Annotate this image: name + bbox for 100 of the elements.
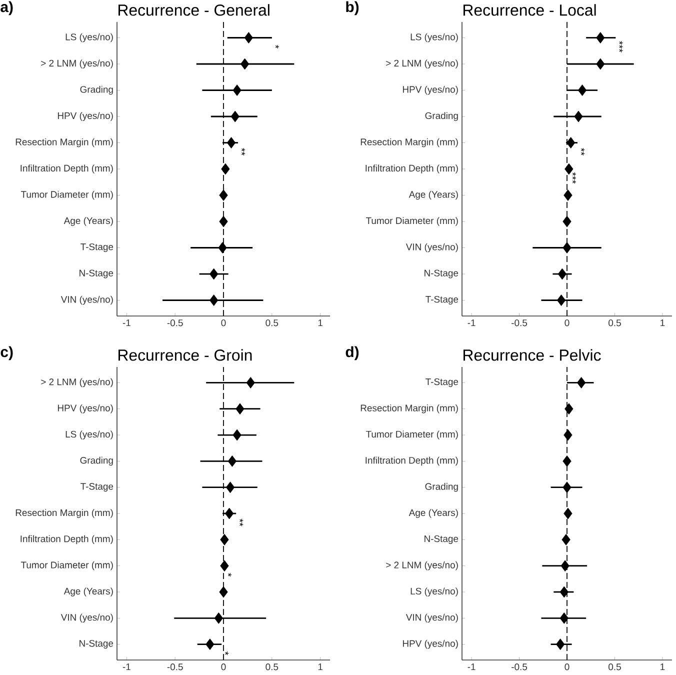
text: c) — [0, 346, 13, 360]
point — [562, 455, 572, 467]
y-tick-label: Resection Margin (mm) — [16, 138, 113, 148]
x-tick-label: 0 — [564, 664, 570, 670]
x-tick-label: 1 — [660, 320, 665, 326]
y-tick-label: Tumor Diameter (mm) — [20, 561, 113, 570]
data-label: * — [225, 652, 229, 656]
y-tick-label: LS (yes/no) — [410, 33, 458, 42]
y-tick-label: VIN (yes/no) — [60, 614, 113, 623]
point — [566, 137, 576, 148]
y-tick-label: > 2 LNM (yes/no) — [386, 561, 458, 570]
point — [574, 110, 583, 122]
point — [558, 268, 567, 280]
x-tick-label: -0.5 — [512, 320, 528, 326]
data-label: ** — [581, 148, 585, 156]
point — [564, 429, 572, 441]
chart-title: Recurrence - Local — [464, 4, 596, 16]
point — [560, 586, 568, 598]
chart-title: Recurrence - Groin — [118, 349, 252, 361]
point — [556, 638, 565, 650]
y-tick-label: HPV (yes/no) — [402, 86, 458, 95]
point — [564, 190, 572, 201]
x-tick-label: 0.5 — [608, 320, 621, 326]
y-tick-label: VIN (yes/no) — [406, 243, 458, 252]
y-tick-label: Infiltration Depth (mm) — [20, 164, 113, 174]
y-tick-label: N-Stage — [424, 535, 458, 544]
point — [220, 534, 229, 546]
point — [230, 110, 240, 122]
point — [232, 84, 242, 96]
y-tick-label: Infiltration Depth (mm) — [20, 535, 113, 544]
point — [226, 137, 236, 148]
point — [578, 84, 587, 96]
data-label: ** — [242, 148, 246, 156]
point — [220, 560, 229, 572]
x-tick-label: -0.5 — [167, 664, 183, 670]
y-tick-label: LS (yes/no) — [410, 588, 458, 596]
point — [246, 376, 255, 388]
point — [560, 612, 568, 624]
y-tick-label: Infiltration Depth (mm) — [366, 164, 458, 174]
point — [577, 376, 586, 388]
point — [219, 216, 228, 228]
y-tick-label: Age (Years) — [64, 217, 113, 226]
y-tick-label: Tumor Diameter (mm) — [366, 430, 458, 440]
point — [564, 163, 574, 175]
x-tick-label: 0 — [221, 320, 226, 326]
x-tick-label: 1 — [318, 320, 322, 326]
point — [596, 58, 605, 70]
text: a) — [0, 1, 13, 16]
x-tick-label: 0 — [221, 664, 226, 670]
y-tick-label: T-Stage — [80, 243, 114, 252]
y-tick-label: HPV (yes/no) — [58, 404, 113, 414]
y-tick-label: Age (Years) — [408, 190, 458, 200]
x-tick-label: 1 — [660, 664, 665, 670]
y-tick-label: N-Stage — [80, 640, 114, 649]
y-tick-label: Tumor Diameter (mm) — [20, 190, 113, 200]
y-tick-label: HPV (yes/no) — [402, 640, 458, 649]
point — [560, 560, 570, 572]
point — [244, 32, 253, 44]
x-tick-label: -1 — [468, 320, 476, 326]
x-tick-label: -1 — [468, 664, 476, 670]
y-tick-label: T-Stage — [80, 483, 114, 492]
point — [562, 242, 572, 254]
y-tick-label: Grading — [80, 456, 113, 466]
x-tick-label: 0 — [564, 320, 570, 326]
x-tick-label: -1 — [122, 664, 130, 670]
point — [556, 294, 566, 306]
point — [226, 482, 235, 494]
point — [224, 508, 234, 520]
x-tick-label: -0.5 — [167, 320, 183, 326]
y-tick-label: LS (yes/no) — [66, 33, 113, 42]
data-label: *** — [572, 172, 576, 184]
y-tick-label: LS (yes/no) — [66, 430, 113, 440]
data-label: * — [228, 573, 232, 577]
point — [240, 58, 250, 70]
point — [596, 32, 605, 44]
y-tick-label: T-Stage — [426, 378, 458, 387]
y-tick-label: Tumor Diameter (mm) — [366, 217, 458, 226]
y-tick-label: VIN (yes/no) — [60, 296, 113, 305]
chart-title: Recurrence - Pelvic — [464, 349, 601, 361]
y-tick-label: Age (Years) — [408, 509, 458, 518]
text: d) — [346, 346, 359, 360]
y-tick-label: N-Stage — [424, 270, 458, 278]
data-label: *** — [619, 41, 623, 52]
y-tick-label: T-Stage — [426, 296, 458, 305]
point — [228, 455, 237, 467]
y-tick-label: Grading — [425, 112, 458, 121]
y-tick-label: Age (Years) — [64, 588, 113, 596]
x-tick-label: 0.5 — [608, 664, 621, 670]
data-label: * — [275, 44, 279, 49]
point — [219, 190, 228, 201]
point — [564, 508, 572, 520]
y-tick-label: Grading — [425, 482, 458, 492]
point — [564, 403, 574, 415]
point — [218, 242, 227, 254]
chart-title: Recurrence - General — [118, 4, 270, 16]
point — [236, 403, 244, 415]
y-tick-label: HPV (yes/no) — [58, 112, 113, 121]
text: b) — [346, 1, 359, 16]
point — [562, 216, 572, 228]
x-tick-label: -1 — [122, 320, 130, 326]
